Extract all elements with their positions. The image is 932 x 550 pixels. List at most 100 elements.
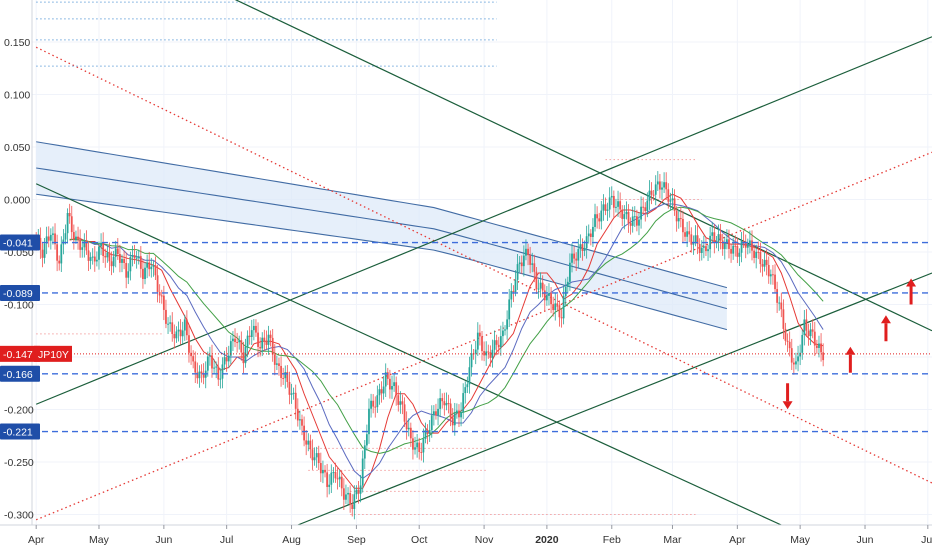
candle-body <box>539 282 542 289</box>
candle-body <box>273 354 276 365</box>
candle-body <box>353 494 356 509</box>
x-axis-bg <box>0 525 932 550</box>
candle-body <box>782 309 785 329</box>
candle-body <box>77 236 79 240</box>
candle-body <box>393 382 395 387</box>
candle-body <box>575 258 578 261</box>
x-tick-label: Jun <box>155 534 172 546</box>
candle-body <box>740 241 743 253</box>
candle-body <box>150 266 153 270</box>
candle-body <box>447 403 450 405</box>
candle-body <box>813 331 816 346</box>
candle-body <box>753 250 755 258</box>
candle-body <box>301 419 303 426</box>
candle-body <box>679 218 682 220</box>
candle-body <box>194 361 197 373</box>
candle-body <box>399 401 402 405</box>
candle-body <box>338 476 341 480</box>
candle-body <box>529 255 532 265</box>
y-tick-label: 0.050 <box>4 142 30 154</box>
x-tick-label: Sep <box>347 534 366 546</box>
candle-body <box>104 255 107 258</box>
candle-body <box>790 348 793 363</box>
candle-body <box>156 275 159 293</box>
y-tick-label: -0.200 <box>4 405 34 417</box>
candle-body <box>424 430 427 439</box>
candle-body <box>347 492 349 495</box>
candle-body <box>797 356 799 362</box>
candle-body <box>190 352 192 357</box>
candle-body <box>252 325 255 331</box>
candle-body <box>801 334 804 353</box>
x-tick-label: Aug <box>282 534 301 546</box>
candle-body <box>66 212 69 234</box>
horizontal-levels <box>32 241 932 433</box>
candle-body <box>305 440 308 445</box>
candle-body <box>309 440 312 450</box>
channel-line-2 <box>35 36 932 405</box>
red-arrows <box>782 278 917 410</box>
candle-body <box>541 282 544 291</box>
candle-body <box>652 194 655 196</box>
candle-body <box>236 342 239 344</box>
candle-body <box>713 232 716 243</box>
candle-body <box>811 329 814 332</box>
candle-body <box>386 372 389 379</box>
candle-body <box>527 248 529 256</box>
candle-body <box>692 241 695 245</box>
candle-body <box>45 236 48 244</box>
candle-body <box>345 494 347 500</box>
candle-body <box>41 249 44 258</box>
candle-body <box>510 290 513 300</box>
candle-body <box>359 485 362 494</box>
level-badge <box>0 365 40 382</box>
candle-body <box>391 386 393 390</box>
candle-body <box>479 332 481 337</box>
candle-body <box>623 214 626 219</box>
candle-body <box>522 255 525 267</box>
symbol-badge-label: JP10Y <box>38 349 69 361</box>
channel-line-0 <box>35 183 782 526</box>
candle-body <box>209 355 211 357</box>
candle-body <box>504 329 506 331</box>
candle-body <box>566 281 569 287</box>
candle-body <box>663 182 665 188</box>
x-tick-label: Jun <box>857 534 874 546</box>
candle-body <box>342 488 345 500</box>
candle-body <box>397 395 400 405</box>
candle-body <box>571 253 573 263</box>
candle-body <box>581 244 584 251</box>
x-tick-label: May <box>790 534 811 546</box>
candle-body <box>313 457 316 461</box>
candle-body <box>556 303 559 306</box>
level-badge <box>0 284 40 301</box>
candle-body <box>474 349 477 354</box>
candle-body <box>382 386 385 394</box>
trend-channels <box>35 0 932 526</box>
candle-body <box>217 366 220 380</box>
candle-body <box>485 351 488 356</box>
candle-body <box>322 469 324 474</box>
candle-body <box>206 356 209 371</box>
candle-body <box>803 319 806 335</box>
candle-body <box>152 265 155 267</box>
candle-body <box>761 264 764 267</box>
candle-body <box>93 256 96 262</box>
dotted-guides <box>35 1 932 521</box>
candle-body <box>686 231 689 237</box>
candle-body <box>244 346 247 364</box>
candle-body <box>615 206 617 208</box>
candle-body <box>535 271 538 289</box>
candle-body <box>455 410 458 414</box>
x-axis: Apr May Jun Jul Aug Sep Oct Nov 2020 Feb Mar Apr May… <box>0 524 932 550</box>
y-axis-bg <box>0 0 32 525</box>
candle-body <box>52 233 54 235</box>
candle-body <box>79 239 82 250</box>
candle-body <box>533 263 536 272</box>
candle-body <box>158 292 161 296</box>
candle-body <box>671 198 674 201</box>
symbol-badge <box>34 345 72 362</box>
candle-body <box>805 319 808 331</box>
x-tick-label: Apr <box>729 534 746 546</box>
